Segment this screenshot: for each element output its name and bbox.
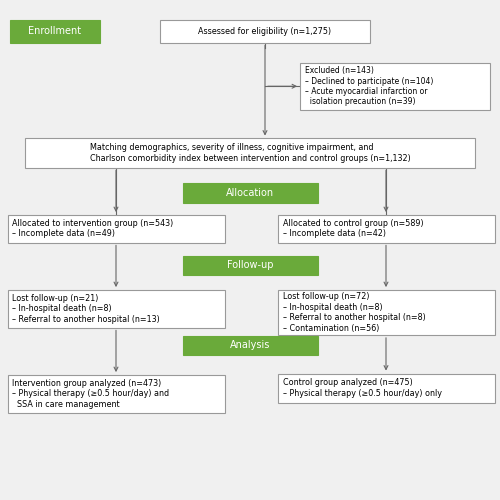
FancyBboxPatch shape xyxy=(278,215,495,242)
FancyBboxPatch shape xyxy=(160,20,370,42)
FancyBboxPatch shape xyxy=(8,215,225,242)
Text: Analysis: Analysis xyxy=(230,340,270,350)
Text: Matching demographics, severity of illness, cognitive impairment, and
Charlson c: Matching demographics, severity of illne… xyxy=(90,144,410,163)
Text: Follow-up: Follow-up xyxy=(227,260,273,270)
FancyBboxPatch shape xyxy=(182,182,318,203)
Text: Enrollment: Enrollment xyxy=(28,26,82,36)
FancyBboxPatch shape xyxy=(300,62,490,110)
FancyBboxPatch shape xyxy=(10,20,100,42)
FancyBboxPatch shape xyxy=(8,290,225,328)
Text: Allocated to control group (n=589)
– Incomplete data (n=42): Allocated to control group (n=589) – Inc… xyxy=(282,219,423,238)
Text: Intervention group analyzed (n=473)
– Physical therapy (≥0.5 hour/day) and
  SSA: Intervention group analyzed (n=473) – Ph… xyxy=(12,379,170,408)
Text: Control group analyzed (n=475)
– Physical therapy (≥0.5 hour/day) only: Control group analyzed (n=475) – Physica… xyxy=(282,378,442,398)
FancyBboxPatch shape xyxy=(182,336,318,355)
FancyBboxPatch shape xyxy=(25,138,475,168)
FancyBboxPatch shape xyxy=(278,374,495,402)
Text: Allocated to intervention group (n=543)
– Incomplete data (n=49): Allocated to intervention group (n=543) … xyxy=(12,219,174,238)
FancyBboxPatch shape xyxy=(278,290,495,335)
Text: Allocation: Allocation xyxy=(226,188,274,198)
Text: Assessed for eligibility (n=1,275): Assessed for eligibility (n=1,275) xyxy=(198,26,332,36)
Text: Lost follow-up (n=21)
– In-hospital death (n=8)
– Referral to another hospital (: Lost follow-up (n=21) – In-hospital deat… xyxy=(12,294,160,324)
FancyBboxPatch shape xyxy=(182,256,318,275)
Text: Excluded (n=143)
– Declined to participate (n=104)
– Acute myocardial infarction: Excluded (n=143) – Declined to participa… xyxy=(305,66,434,106)
Text: Lost follow-up (n=72)
– In-hospital death (n=8)
– Referral to another hospital (: Lost follow-up (n=72) – In-hospital deat… xyxy=(282,292,426,333)
FancyBboxPatch shape xyxy=(8,375,225,412)
